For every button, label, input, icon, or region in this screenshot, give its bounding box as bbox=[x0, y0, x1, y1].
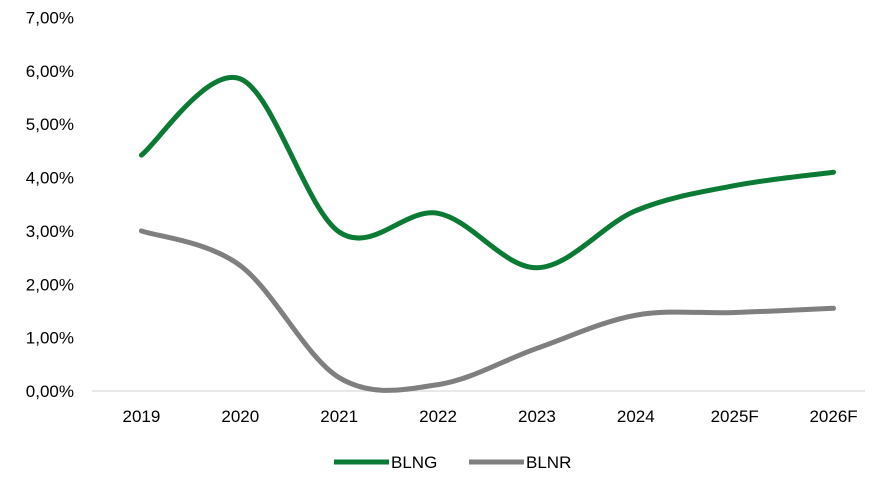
series-line-blnr bbox=[138, 228, 837, 393]
x-tick-label: 2026F bbox=[809, 407, 857, 426]
y-tick-label: 6,00% bbox=[26, 62, 74, 81]
series-line-blng bbox=[138, 74, 837, 271]
x-tick-label: 2025F bbox=[711, 407, 759, 426]
y-tick-label: 5,00% bbox=[26, 115, 74, 134]
x-tick-label: 2023 bbox=[518, 407, 556, 426]
x-tick-label: 2021 bbox=[320, 407, 358, 426]
x-tick-label: 2024 bbox=[617, 407, 655, 426]
series-layer bbox=[138, 74, 837, 393]
y-tick-label: 7,00% bbox=[26, 9, 74, 28]
x-tick-label: 2020 bbox=[221, 407, 259, 426]
legend-label-blng: BLNG bbox=[391, 453, 437, 472]
legend-label-blnr: BLNR bbox=[526, 453, 571, 472]
x-tick-label: 2022 bbox=[419, 407, 457, 426]
y-axis: 0,00% 1,00% 2,00% 3,00% 4,00% 5,00% 6,00% 7,00% bbox=[26, 9, 74, 402]
x-axis: 2019 2020 2021 2022 2023 2024 2025F 2026F bbox=[92, 390, 865, 426]
y-tick-label: 1,00% bbox=[26, 329, 74, 348]
y-tick-label: 2,00% bbox=[26, 275, 74, 294]
y-tick-label: 0,00% bbox=[26, 382, 74, 401]
x-tick-label: 2019 bbox=[123, 407, 161, 426]
y-tick-label: 3,00% bbox=[26, 222, 74, 241]
y-tick-label: 4,00% bbox=[26, 169, 74, 188]
legend: BLNG BLNR bbox=[334, 453, 571, 472]
